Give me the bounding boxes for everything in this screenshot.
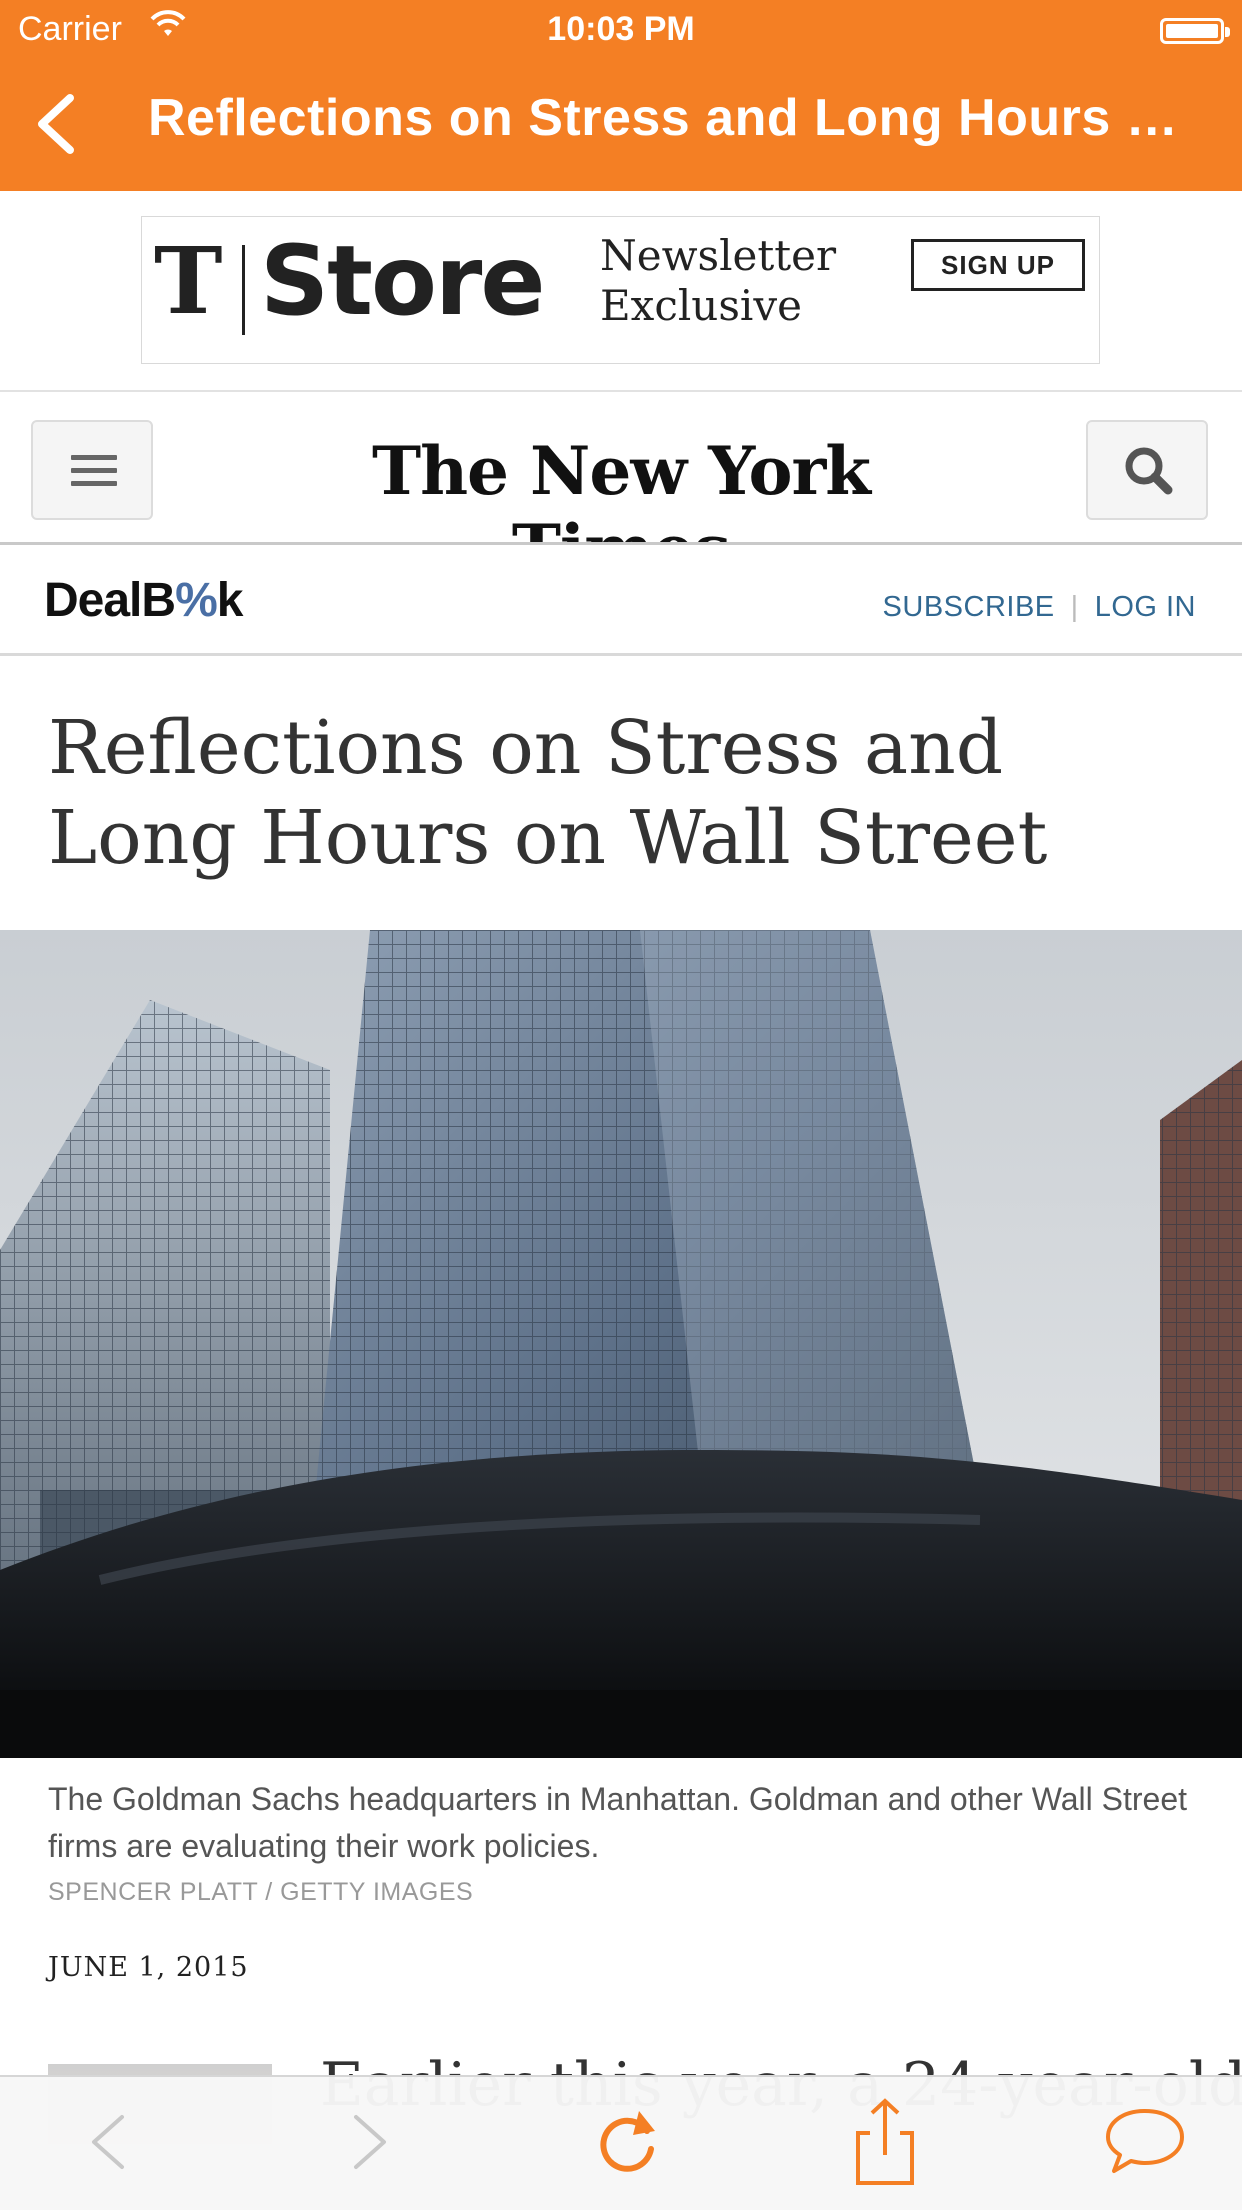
forward-icon [354, 2115, 386, 2169]
clock: 10:03 PM [547, 10, 695, 48]
browser-back-button[interactable] [70, 2097, 160, 2187]
share-button[interactable] [840, 2097, 930, 2187]
dealbook-logo-part2: k [216, 574, 244, 627]
article-date: JUNE 1, 2015 [48, 1952, 249, 1983]
divider [0, 390, 1242, 392]
divider [0, 542, 1242, 545]
wifi-icon [150, 10, 186, 49]
photo-caption: The Goldman Sachs headquarters in Manhat… [48, 1781, 1187, 1864]
search-button[interactable] [1086, 420, 1208, 520]
t-logo-icon: T [154, 227, 223, 335]
status-bar: Carrier 10:03 PM [0, 0, 1242, 60]
dealbook-logo-part1: DealB [44, 574, 176, 627]
top-bar: Carrier 10:03 PM Reflections on Stress a… [0, 0, 1242, 191]
carrier-label: Carrier [18, 10, 122, 48]
newsletter-line-1: Newsletter [600, 231, 837, 280]
article-photo[interactable] [0, 930, 1242, 1758]
dealbook-logo[interactable]: DealB%k [44, 573, 244, 628]
navbar-title: Reflections on Stress and Long Hours o… [148, 89, 1208, 147]
newsletter-line-2: Exclusive [600, 281, 802, 330]
account-links: SUBSCRIBE | LOG IN [883, 591, 1196, 624]
back-button[interactable] [20, 84, 100, 164]
reload-icon [600, 2111, 655, 2172]
menu-button[interactable] [31, 420, 153, 520]
battery-icon [1160, 18, 1230, 44]
dealbook-logo-mark: % [175, 574, 218, 627]
divider [0, 653, 1242, 656]
sign-up-button[interactable]: SIGN UP [911, 239, 1085, 291]
bottom-toolbar [0, 2075, 1242, 2210]
photo-credit: SPENCER PLATT / GETTY IMAGES [48, 1878, 474, 1906]
login-link[interactable]: LOG IN [1094, 591, 1196, 623]
hamburger-icon [71, 455, 117, 487]
article-headline: Reflections on Stress and Long Hours on … [48, 705, 1048, 881]
subscribe-link[interactable]: SUBSCRIBE [882, 591, 1055, 623]
store-label: Store [260, 225, 545, 337]
store-ad-banner[interactable]: T Store Newsletter Exclusive SIGN UP [141, 216, 1100, 364]
comment-icon [1106, 2109, 1184, 2173]
search-icon [1125, 447, 1173, 495]
link-separator: | [1070, 591, 1079, 623]
masthead: The New York Times [0, 392, 1242, 588]
navigation-bar: Reflections on Stress and Long Hours o… [0, 60, 1242, 191]
browser-forward-button[interactable] [328, 2097, 418, 2187]
reload-button[interactable] [585, 2097, 675, 2187]
chevron-left-icon [38, 94, 74, 154]
section-bar: DealB%k SUBSCRIBE | LOG IN [0, 545, 1242, 653]
share-icon [856, 2098, 914, 2185]
newsletter-text: Newsletter Exclusive [600, 231, 836, 331]
back-icon [92, 2115, 124, 2169]
ad-divider [242, 245, 245, 335]
comment-button[interactable] [1100, 2097, 1190, 2187]
